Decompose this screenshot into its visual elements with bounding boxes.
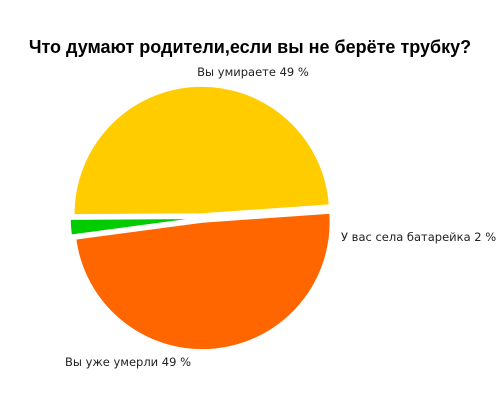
- slice-label-3: Вы уже умерли 49 %: [65, 355, 191, 369]
- chart-title: Что думают родители,если вы не берёте тр…: [29, 37, 471, 57]
- pie-slice-2: [69, 217, 199, 237]
- slice-label-1: Вы умираете 49 %: [197, 65, 309, 79]
- slice-labels: Вы умираете 49 % У вас села батарейка 2 %…: [65, 65, 496, 369]
- pie-slice-1: [74, 212, 332, 351]
- pie-slice-3: [73, 85, 331, 216]
- pie-slices: [69, 85, 332, 351]
- slice-label-2: У вас села батарейка 2 %: [341, 230, 496, 244]
